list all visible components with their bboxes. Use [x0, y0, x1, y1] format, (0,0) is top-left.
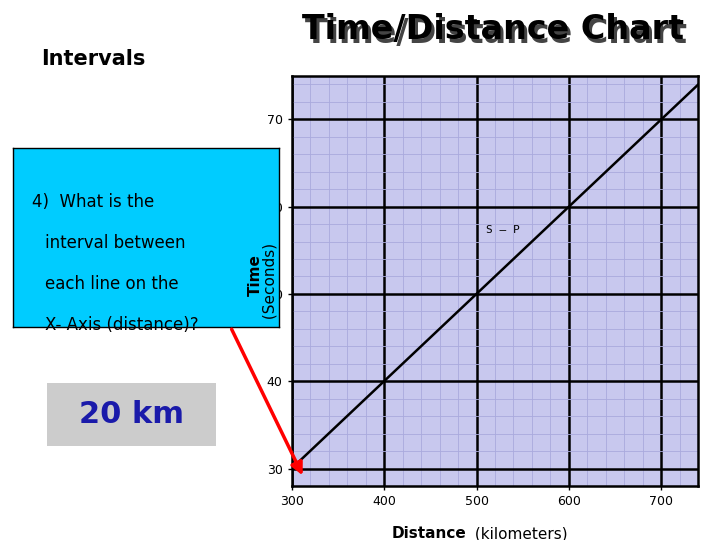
Text: each line on the: each line on the [45, 275, 179, 293]
Text: S – P: S – P [486, 225, 520, 235]
Text: 20 km: 20 km [79, 400, 184, 429]
Text: interval between: interval between [45, 234, 186, 252]
Text: (kilometers): (kilometers) [469, 526, 567, 540]
Text: X- Axis (distance)?: X- Axis (distance)? [45, 316, 199, 334]
Text: Time: Time [248, 254, 263, 296]
Text: Time/Distance Chart: Time/Distance Chart [302, 14, 684, 46]
Text: Distance: Distance [392, 526, 467, 540]
Text: Intervals: Intervals [42, 49, 145, 69]
Text: Time/Distance Chart: Time/Distance Chart [305, 17, 687, 50]
Text: (Seconds): (Seconds) [263, 243, 278, 324]
Text: 4)  What is the: 4) What is the [32, 193, 154, 211]
